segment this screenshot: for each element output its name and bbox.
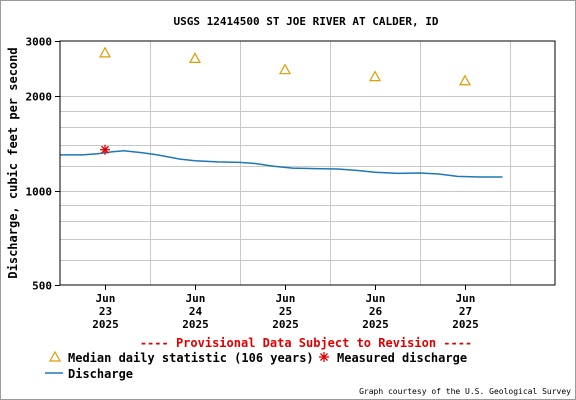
grid-lines: [60, 41, 555, 285]
y-tick-label: 500: [32, 280, 52, 293]
y-axis-label: Discharge, cubic feet per second: [6, 47, 20, 278]
median-marker: [188, 52, 202, 64]
x-tick-label: 2025: [272, 318, 299, 331]
x-tick-label: 26: [369, 305, 383, 318]
y-tick-label: 3000: [26, 36, 53, 49]
x-tick-label: 2025: [92, 318, 119, 331]
measured-marker: [100, 144, 110, 155]
legend-triangle-icon: [48, 350, 62, 362]
x-tick-label: Jun: [186, 292, 206, 305]
x-tick-label: Jun: [276, 292, 296, 305]
x-tick-label: 2025: [182, 318, 209, 331]
x-tick-label: 24: [189, 305, 203, 318]
plot-area: [60, 41, 555, 285]
median-marker: [458, 74, 472, 86]
legend-asterisk-icon: [319, 352, 329, 362]
legend-median-label: Median daily statistic (106 years): [68, 351, 314, 365]
legend-measured-label: Measured discharge: [337, 351, 467, 365]
x-tick-label: Jun: [96, 292, 116, 305]
y-tick-label: 2000: [26, 91, 53, 104]
legend-discharge-label: Discharge: [68, 367, 133, 381]
discharge-line: [60, 150, 503, 178]
chart-title: USGS 12414500 ST JOE RIVER AT CALDER, ID: [174, 15, 439, 28]
median-marker: [278, 63, 292, 75]
provisional-notice: ---- Provisional Data Subject to Revisio…: [140, 336, 472, 350]
x-tick-label: Jun: [366, 292, 386, 305]
x-axis-ticks: Jun232025Jun242025Jun252025Jun262025Jun2…: [92, 285, 479, 331]
x-tick-label: 23: [99, 305, 112, 318]
median-marker: [98, 46, 112, 58]
median-marker: [368, 70, 382, 82]
x-tick-label: 2025: [452, 318, 479, 331]
legend: Median daily statistic (106 years) Measu…: [45, 350, 467, 381]
y-axis-ticks: 500 1000 2000 3000: [26, 36, 60, 293]
x-tick-label: 2025: [362, 318, 389, 331]
credit-text: Graph courtesy of the U.S. Geological Su…: [359, 387, 571, 396]
x-tick-label: 27: [459, 305, 472, 318]
plot-border: [59, 40, 556, 286]
y-tick-label: 1000: [26, 186, 53, 199]
x-tick-label: 25: [279, 305, 292, 318]
x-tick-label: Jun: [456, 292, 476, 305]
series-layer: [60, 46, 503, 178]
